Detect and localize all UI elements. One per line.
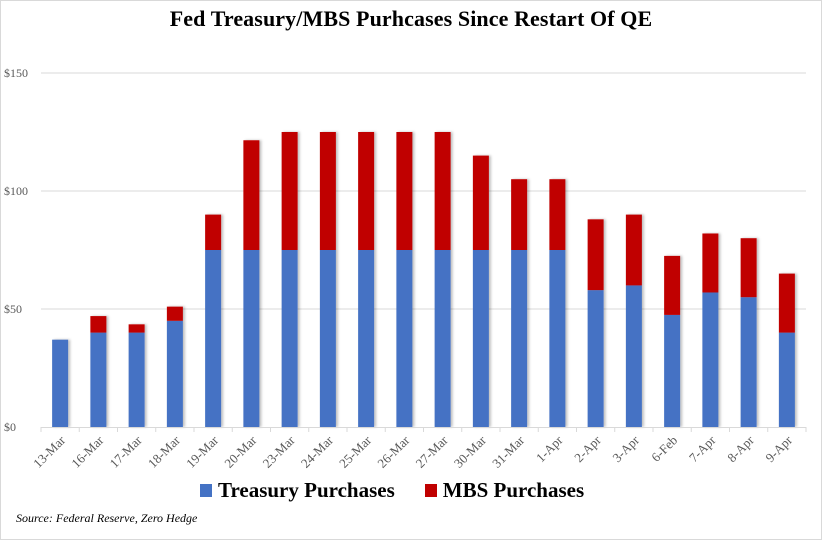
x-tick-label: 9-Apr <box>762 432 795 465</box>
bar-mbs <box>358 132 375 250</box>
bar-mbs <box>702 233 719 293</box>
bar-mbs <box>511 179 528 250</box>
bar-treasury <box>90 332 107 427</box>
bar-stack <box>90 316 107 427</box>
x-tick-label: 25-Mar <box>336 432 375 471</box>
bar-treasury <box>511 250 528 427</box>
x-tick-label: 8-Apr <box>724 432 757 465</box>
bar-stack <box>396 132 413 427</box>
x-tick-label: 23-Mar <box>260 432 299 471</box>
bar-treasury <box>166 320 183 427</box>
source-note: Source: Federal Reserve, Zero Hedge <box>16 511 198 525</box>
bar-treasury <box>319 250 336 427</box>
bar-mbs <box>625 214 642 286</box>
bar-treasury <box>281 250 298 427</box>
bar-stack <box>52 339 69 427</box>
bar-mbs <box>319 132 336 250</box>
bar-stack <box>281 132 298 427</box>
bar-mbs <box>549 179 566 250</box>
bar-treasury <box>778 332 795 427</box>
x-tick-label: 24-Mar <box>298 432 337 471</box>
x-axis-ticks: 13-Mar 16-Mar 17-Mar 18-Mar 19-Mar 20-Mar 23-M… <box>30 432 795 471</box>
bar-mbs <box>396 132 413 250</box>
bar-treasury <box>664 314 681 427</box>
bar-treasury <box>243 250 260 427</box>
bar-treasury <box>52 339 69 427</box>
x-tick-label: 2-Apr <box>571 432 604 465</box>
bar-stack <box>472 155 489 427</box>
bar-mbs <box>205 214 222 250</box>
y-tick-label: $0 <box>4 420 16 434</box>
bar-mbs <box>740 238 757 298</box>
bar-mbs <box>90 316 107 333</box>
x-tick-label: 7-Apr <box>686 432 719 465</box>
bar-treasury <box>358 250 375 427</box>
y-axis-ticks: $0 $50 $100 $150 <box>4 66 28 434</box>
bar-treasury <box>549 250 566 427</box>
x-tick-label: 13-Mar <box>30 432 69 471</box>
bar-stack <box>434 132 451 427</box>
legend-label-mbs: MBS Purchases <box>442 478 585 502</box>
bar-treasury <box>472 250 489 427</box>
x-tick-label: 31-Mar <box>489 432 528 471</box>
bars <box>52 132 795 427</box>
y-tick-label: $100 <box>4 184 28 198</box>
bar-stack <box>587 219 604 427</box>
bar-stack <box>205 214 222 427</box>
bar-mbs <box>128 324 145 333</box>
x-tick-label: 1-Apr <box>533 432 566 465</box>
bar-mbs <box>664 255 681 315</box>
bar-stack <box>319 132 336 427</box>
legend-item-mbs: MBS Purchases <box>424 478 585 503</box>
bar-stack <box>166 306 183 427</box>
bar-treasury <box>587 290 604 427</box>
legend: Treasury Purchases MBS Purchases <box>200 478 614 503</box>
bar-stack <box>664 255 681 427</box>
x-tick-label: 30-Mar <box>451 432 490 471</box>
chart-title: Fed Treasury/MBS Purhcases Since Restart… <box>169 6 653 31</box>
bar-mbs <box>434 132 451 250</box>
bar-stack <box>625 214 642 427</box>
bar-stack <box>243 140 260 427</box>
legend-swatch-mbs <box>424 484 437 497</box>
legend-label-treasury: Treasury Purchases <box>218 478 395 502</box>
x-tick-label: 27-Mar <box>413 432 452 471</box>
bar-treasury <box>396 250 413 427</box>
x-tick-label: 3-Apr <box>609 432 642 465</box>
bar-stack <box>511 179 528 427</box>
x-axis <box>40 427 807 432</box>
bar-mbs <box>166 306 183 321</box>
bar-treasury <box>205 250 222 427</box>
bar-stack <box>128 324 145 427</box>
legend-item-treasury: Treasury Purchases <box>200 478 395 503</box>
bar-stack <box>702 233 719 427</box>
bar-treasury <box>625 285 642 427</box>
bar-mbs <box>243 140 260 250</box>
bar-treasury <box>740 297 757 427</box>
bar-mbs <box>778 273 795 333</box>
bar-mbs <box>472 155 489 250</box>
bar-stack <box>549 179 566 427</box>
bar-stack <box>740 238 757 427</box>
x-tick-label: 19-Mar <box>183 432 222 471</box>
x-tick-label: 16-Mar <box>68 432 107 471</box>
x-tick-label: 17-Mar <box>107 432 146 471</box>
bar-treasury <box>434 250 451 427</box>
x-tick-label: 26-Mar <box>374 432 413 471</box>
x-tick-label: 18-Mar <box>145 432 184 471</box>
bar-treasury <box>702 292 719 427</box>
bar-stack <box>778 273 795 427</box>
y-tick-label: $50 <box>4 302 22 316</box>
gridlines <box>41 72 806 310</box>
x-tick-label: 6-Feb <box>648 433 680 465</box>
bar-treasury <box>128 332 145 427</box>
bar-mbs <box>281 132 298 250</box>
legend-swatch-treasury <box>200 484 212 497</box>
bar-mbs <box>587 219 604 291</box>
x-tick-label: 20-Mar <box>221 432 260 471</box>
bar-stack <box>358 132 375 427</box>
y-tick-label: $150 <box>4 66 28 80</box>
